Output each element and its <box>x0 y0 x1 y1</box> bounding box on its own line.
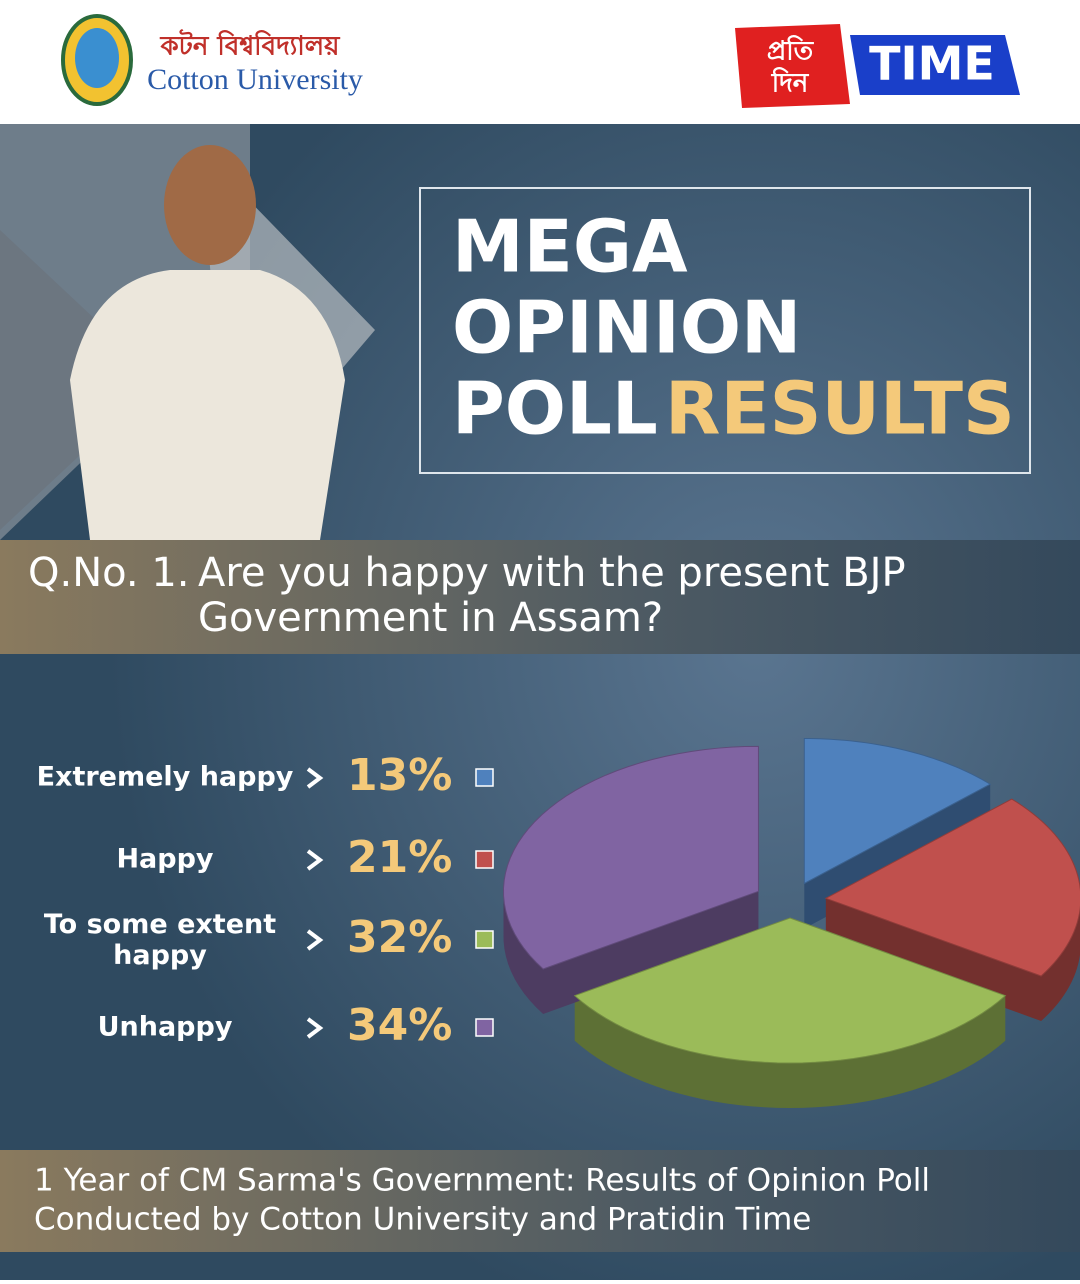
brand-blue <box>850 35 1020 95</box>
legend-swatch <box>475 930 494 949</box>
headline-box <box>419 187 1031 474</box>
question: Are you happy with the present BJP <box>198 550 906 596</box>
person-silhouette <box>70 270 345 540</box>
pie-slice <box>573 917 1007 1064</box>
question-band <box>0 540 1080 654</box>
question: Government in Assam? <box>198 595 663 641</box>
pie-tops <box>503 737 1080 1064</box>
chevron <box>306 1017 324 1039</box>
brand-bengali: দিন <box>771 67 810 99</box>
headline: OPINION <box>452 286 801 370</box>
chevron <box>306 767 324 789</box>
logo-inner <box>75 28 119 88</box>
headline-highlight: RESULTS <box>665 367 1015 451</box>
value-label: 34% <box>347 1000 452 1051</box>
legend-label: Extremely happy <box>37 762 294 793</box>
legend-swatch <box>475 768 494 787</box>
university-name: Cotton University <box>147 63 363 96</box>
chevron <box>306 929 324 951</box>
legend-label: Happy <box>116 844 213 875</box>
legend-label: Unhappy <box>98 1012 233 1043</box>
footer-band <box>0 1150 1080 1252</box>
value-label: 13% <box>347 750 452 801</box>
value-label: 21% <box>347 832 452 883</box>
pie-slice <box>503 745 759 970</box>
legend-label: To some extent happy <box>44 909 276 971</box>
pie-slice <box>803 737 992 885</box>
footer-text: Conducted by Cotton University and Prati… <box>34 1202 811 1238</box>
brand-red <box>735 24 850 108</box>
footer-text: 1 Year of CM Sarma's Government: Results… <box>34 1163 930 1199</box>
question-number: Q.No. 1. <box>28 550 189 596</box>
legend-swatch <box>475 1018 494 1037</box>
legend-swatch <box>475 850 494 869</box>
brand-bengali: প্রতি <box>767 35 815 67</box>
brand-name: TIME <box>869 37 995 91</box>
university-bengali: কটন বিশ্ববিদ্যালয় <box>159 29 341 62</box>
headline: MEGA <box>452 205 688 289</box>
chevron <box>306 849 324 871</box>
value-label: 32% <box>347 912 452 963</box>
person-head <box>164 145 256 265</box>
headline: POLL <box>452 367 658 451</box>
